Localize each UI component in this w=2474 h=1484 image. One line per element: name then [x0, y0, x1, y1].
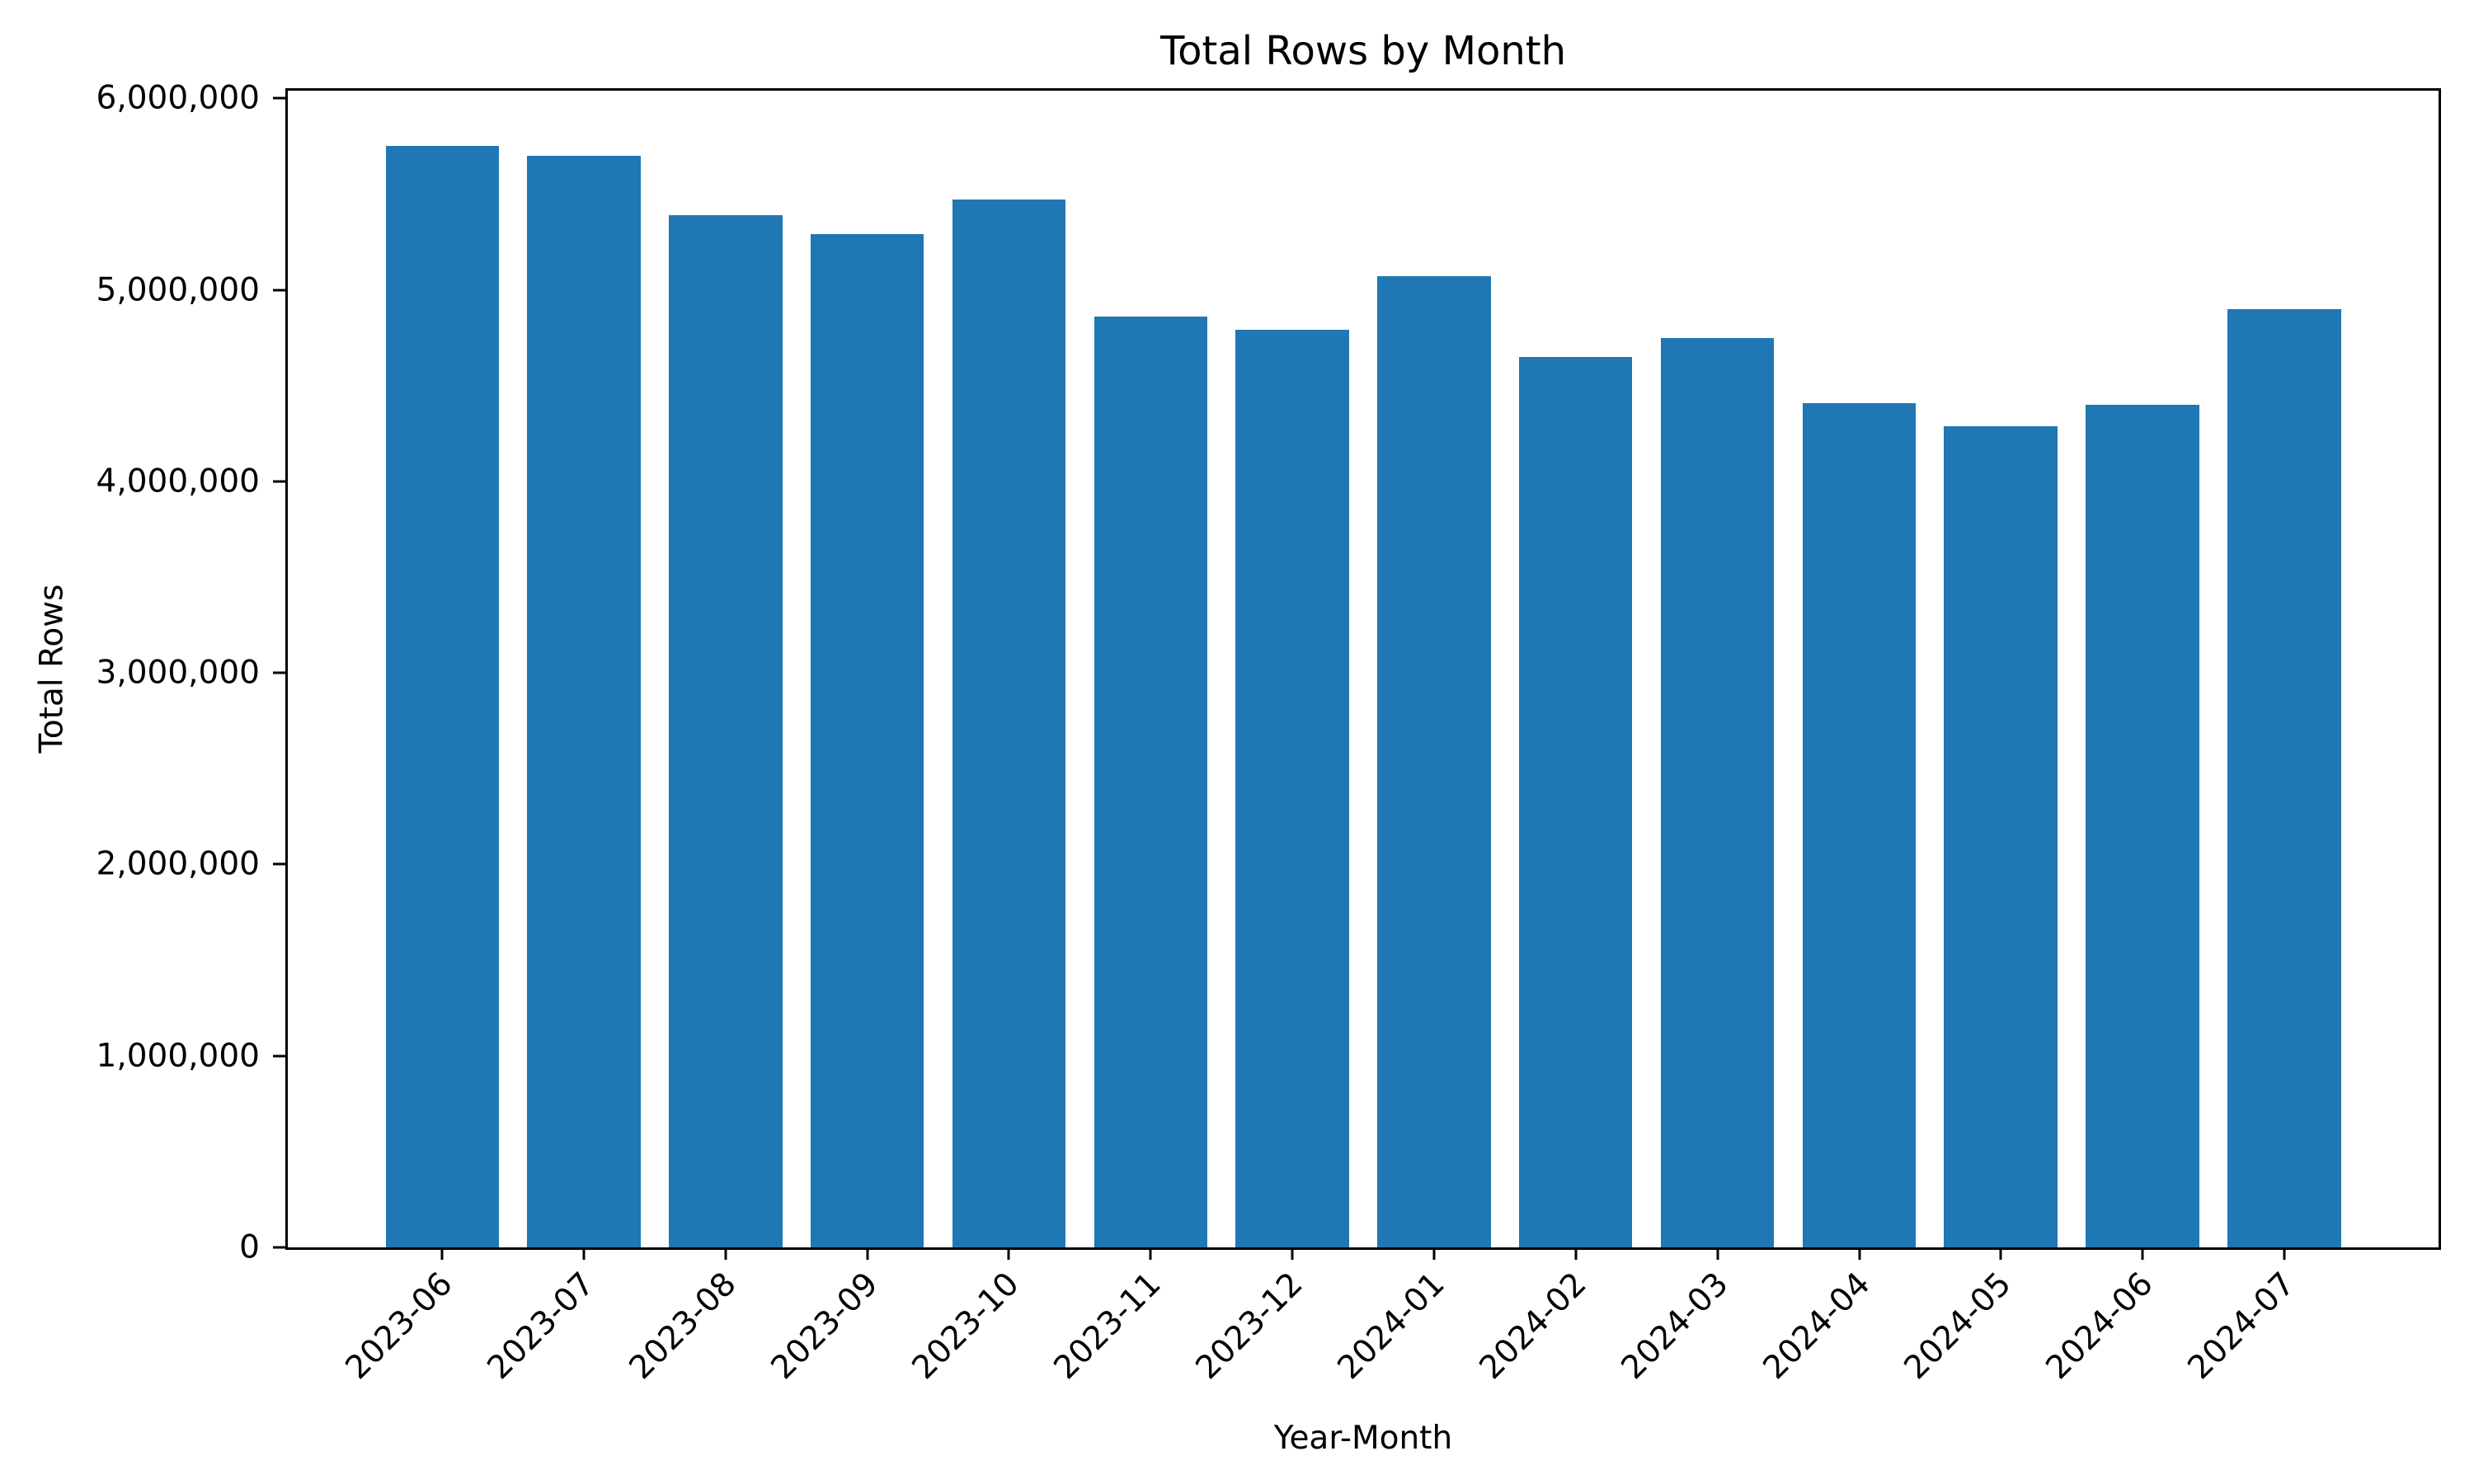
x-tick-mark — [1007, 1247, 1010, 1260]
x-tick-label: 2023-06 — [338, 1265, 460, 1387]
x-tick-label: 2023-09 — [764, 1265, 886, 1387]
x-tick-mark — [2283, 1247, 2286, 1260]
x-tick-label: 2024-05 — [1897, 1265, 2020, 1387]
bar-slot-2023-11 — [1079, 91, 1221, 1247]
y-tick-mark — [273, 96, 285, 100]
x-tick-label: 2023-10 — [905, 1265, 1028, 1387]
bar-2024-05 — [1944, 425, 2058, 1247]
bar-slot-2024-02 — [1505, 91, 1647, 1247]
x-tick-mark — [1716, 1247, 1719, 1260]
x-tick-mark — [2141, 1247, 2144, 1260]
bar-2024-07 — [2227, 308, 2341, 1247]
x-tick-mark — [1858, 1247, 1860, 1260]
bar-slot-2023-07 — [513, 91, 655, 1247]
bar-2024-02 — [1519, 356, 1633, 1247]
x-tick-mark — [724, 1247, 727, 1260]
bar-slot-2023-12 — [1221, 91, 1363, 1247]
x-tick-mark — [1291, 1247, 1294, 1260]
bar-2023-11 — [1094, 317, 1208, 1247]
y-tick-label: 6,000,000 — [96, 79, 261, 117]
bar-2023-10 — [952, 200, 1066, 1247]
bar-slot-2024-04 — [1788, 91, 1930, 1247]
x-tick-mark — [1432, 1247, 1436, 1260]
bar-slot-2023-06 — [371, 91, 513, 1247]
bar-slot-2024-03 — [1647, 91, 1789, 1247]
y-tick-label: 5,000,000 — [96, 271, 261, 309]
bar-slot-2024-05 — [1930, 91, 2072, 1247]
x-tick-label: 2023-07 — [480, 1265, 602, 1387]
y-tick-mark — [273, 862, 285, 866]
x-tick-label: 2023-12 — [1188, 1265, 1310, 1387]
y-tick-label: 3,000,000 — [96, 654, 261, 692]
y-tick-label: 0 — [239, 1228, 260, 1266]
y-tick-mark — [273, 671, 285, 674]
x-tick-label: 2024-03 — [1614, 1265, 1736, 1387]
bar-2023-09 — [810, 234, 924, 1247]
bar-2023-07 — [527, 155, 641, 1247]
bar-2024-06 — [2086, 404, 2199, 1247]
y-axis: 0 1,000,000 2,000,000 3,000,000 4,000,000 5,0… — [0, 82, 285, 1264]
y-tick-mark — [273, 480, 285, 483]
x-tick-mark — [582, 1247, 586, 1260]
y-tick-label: 1,000,000 — [96, 1037, 261, 1075]
bar-slot-2024-06 — [2072, 91, 2213, 1247]
bars-region — [371, 91, 2354, 1247]
x-tick-label: 2024-01 — [1330, 1265, 1452, 1387]
x-tick-mark — [1574, 1247, 1578, 1260]
bar-slot-2024-01 — [1363, 91, 1505, 1247]
x-tick-label: 2024-04 — [1756, 1265, 1878, 1387]
y-tick-label: 2,000,000 — [96, 845, 261, 883]
x-tick-mark — [440, 1247, 444, 1260]
bar-2023-08 — [669, 215, 783, 1247]
y-tick-mark — [273, 1054, 285, 1058]
bar-slot-2023-08 — [655, 91, 797, 1247]
x-tick-label: 2024-07 — [2180, 1265, 2302, 1387]
bar-slot-2023-09 — [797, 91, 938, 1247]
bar-slot-2024-07 — [2213, 91, 2355, 1247]
bar-2024-04 — [1802, 402, 1917, 1247]
y-tick-label: 4,000,000 — [96, 463, 261, 500]
x-tick-label: 2023-11 — [1047, 1265, 1169, 1387]
x-tick-mark — [1999, 1247, 2002, 1260]
bar-2023-06 — [385, 146, 499, 1247]
bar-2024-01 — [1377, 276, 1491, 1247]
x-axis-label: Year-Month — [1273, 1420, 1453, 1457]
bar-2023-12 — [1235, 330, 1349, 1247]
y-tick-mark — [273, 1246, 285, 1249]
x-tick-mark — [1149, 1247, 1152, 1260]
bar-slot-2023-10 — [938, 91, 1080, 1247]
bar-2024-03 — [1660, 337, 1775, 1247]
y-tick-mark — [273, 289, 285, 292]
x-tick-mark — [866, 1247, 868, 1260]
x-tick-label: 2024-06 — [2039, 1265, 2161, 1387]
chart-title: Total Rows by Month — [1159, 28, 1567, 74]
plot-area — [285, 88, 2441, 1250]
x-tick-label: 2024-02 — [1472, 1265, 1594, 1387]
x-tick-label: 2023-08 — [622, 1265, 744, 1387]
